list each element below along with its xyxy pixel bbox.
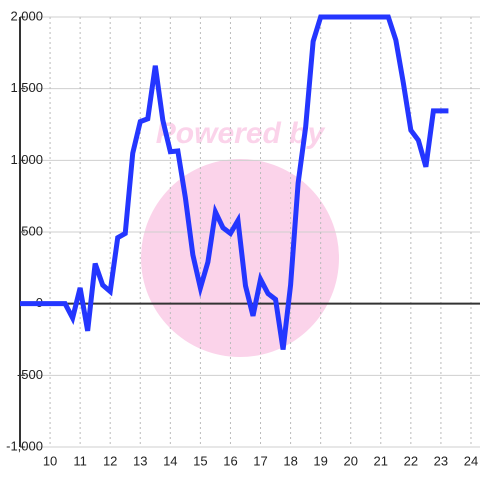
- x-tick-label: 13: [133, 453, 147, 468]
- x-tick-label: 16: [223, 453, 237, 468]
- watermark-text: Powered by: [156, 117, 326, 150]
- x-tick-label: 15: [193, 453, 207, 468]
- x-tick-label: 23: [434, 453, 448, 468]
- x-tick-label: 20: [343, 453, 357, 468]
- x-tick-label: 11: [73, 453, 87, 468]
- data-line: [20, 14, 449, 350]
- x-tick-label: 19: [313, 453, 327, 468]
- x-tick-label: 22: [404, 453, 418, 468]
- y-tick-label: 2,000: [10, 8, 43, 23]
- x-tick-label: 10: [43, 453, 57, 468]
- y-tick-label: -1,000: [6, 438, 43, 453]
- x-tick-label: 17: [253, 453, 267, 468]
- x-tick-label: 18: [283, 453, 297, 468]
- y-tick-label: 500: [21, 223, 43, 238]
- y-tick-label: 1,000: [10, 152, 43, 167]
- x-tick-label: 14: [163, 453, 177, 468]
- x-tick-label: 21: [374, 453, 388, 468]
- y-tick-label: 1,500: [10, 80, 43, 95]
- y-tick-label: -500: [17, 367, 43, 382]
- x-tick-label: 12: [103, 453, 117, 468]
- x-tick-label: 24: [464, 453, 478, 468]
